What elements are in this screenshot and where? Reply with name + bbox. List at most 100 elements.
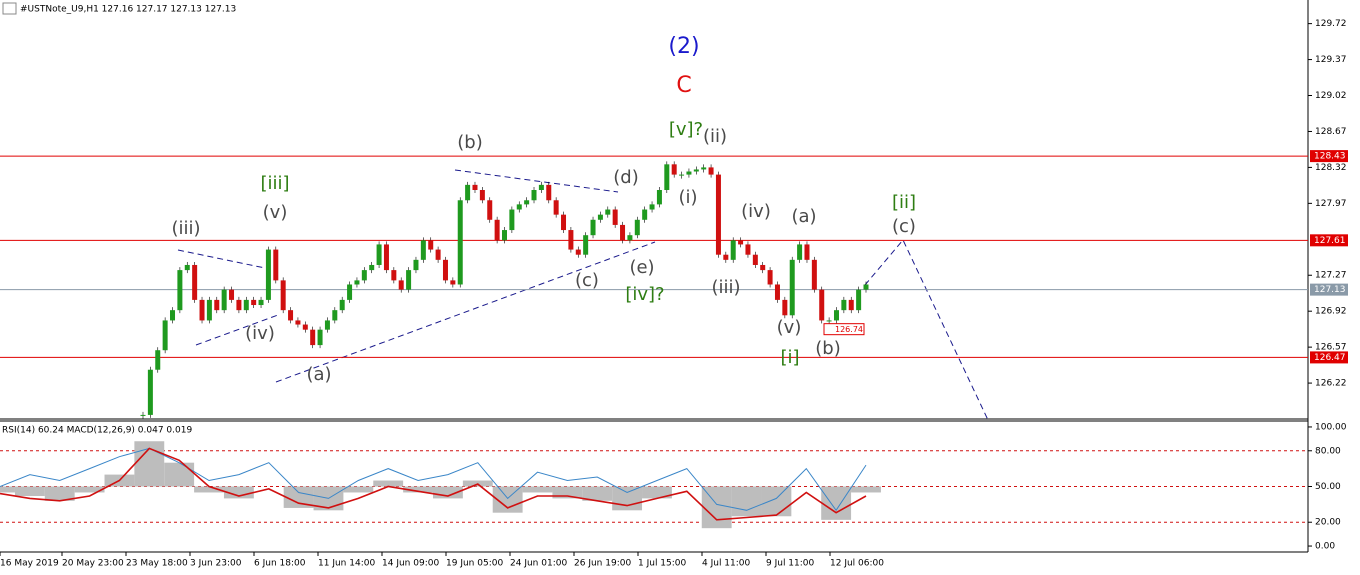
- x-tick-label: 9 Jul 11:00: [766, 559, 815, 569]
- candle: [391, 270, 397, 281]
- indicator-line: [0, 447, 867, 521]
- candle: [184, 264, 190, 271]
- histogram-bar: [194, 486, 224, 493]
- candle: [162, 320, 168, 351]
- candle: [686, 171, 692, 175]
- candle: [339, 299, 345, 311]
- histogram-bar: [821, 486, 852, 520]
- candle: [221, 289, 227, 311]
- candle: [288, 310, 294, 321]
- current-price-tag: [1310, 283, 1348, 296]
- y-tick-label: 127.97: [1315, 199, 1347, 209]
- candle: [620, 224, 626, 241]
- candle: [398, 280, 404, 290]
- level-tag: [1310, 351, 1348, 364]
- candle: [524, 200, 530, 205]
- x-tick-label: 12 Jul 06:00: [830, 559, 884, 569]
- wave-label: [i]: [780, 347, 799, 368]
- level-tag: [1310, 234, 1348, 247]
- candle: [715, 174, 721, 255]
- candle: [236, 299, 242, 311]
- x-tick-label: 26 Jun 19:00: [574, 559, 631, 569]
- candle: [509, 209, 515, 231]
- candle: [649, 204, 655, 210]
- wave-label: (b): [457, 132, 482, 153]
- y-tick-label: 127.27: [1315, 271, 1347, 281]
- candle: [251, 299, 257, 306]
- y-tick-label: 129.72: [1315, 19, 1347, 29]
- wave-label: [iv]?: [625, 284, 664, 305]
- histogram-bar: [582, 486, 613, 501]
- candle: [605, 209, 611, 215]
- wave-label: (i): [678, 187, 697, 208]
- wave-label: (2): [668, 34, 699, 59]
- candle: [332, 310, 338, 321]
- candle: [797, 244, 803, 260]
- x-tick-label: 24 Jun 01:00: [510, 559, 567, 569]
- y-tick-label: 20.00: [1315, 518, 1341, 528]
- x-tick-label: 6 Jun 18:00: [254, 559, 306, 569]
- histogram-bar: [731, 486, 762, 517]
- candle: [494, 219, 500, 241]
- candle: [730, 240, 736, 260]
- wave-label: (e): [629, 257, 654, 278]
- candle: [487, 200, 493, 220]
- candle: [664, 164, 670, 190]
- trendline: [454, 169, 619, 193]
- candle: [273, 249, 279, 281]
- candle: [561, 214, 567, 231]
- candle: [442, 259, 448, 281]
- header: #USTNote_U9,H1 127.16 127.17 127.13 127.…: [20, 5, 236, 15]
- histogram-bar: [14, 486, 45, 497]
- candle: [192, 264, 198, 300]
- x-tick-label: 4 Jul 11:00: [702, 559, 751, 569]
- x-tick-label: 3 Jun 23:00: [190, 559, 242, 569]
- symbol-icon: [2, 2, 17, 15]
- histogram-bar: [612, 486, 643, 511]
- candle: [634, 219, 640, 236]
- wave-label: C: [676, 73, 691, 98]
- histogram-bar: [164, 462, 195, 487]
- candle: [752, 254, 758, 265]
- candle: [738, 240, 744, 245]
- histogram-bar: [283, 486, 314, 508]
- candle: [789, 259, 795, 316]
- trendlines: [177, 169, 989, 421]
- candle: [479, 190, 485, 201]
- candle: [597, 214, 603, 220]
- wave-label: [ii]: [892, 192, 916, 213]
- candle: [841, 299, 847, 311]
- candle: [214, 299, 220, 311]
- candle: [538, 184, 544, 190]
- candle: [708, 167, 714, 175]
- candle: [170, 310, 176, 321]
- candle: [147, 369, 153, 415]
- y-tick-label: 100.00: [1315, 422, 1347, 432]
- candle: [302, 324, 308, 330]
- candle: [472, 184, 478, 190]
- candle: [590, 219, 596, 236]
- histogram-bar: [522, 486, 553, 493]
- candle: [804, 244, 810, 260]
- x-tick-label: 19 Jun 05:00: [446, 559, 503, 569]
- candle: [369, 264, 375, 271]
- candle: [568, 230, 574, 250]
- wave-label: (ii): [703, 126, 727, 147]
- candle: [406, 270, 412, 290]
- candle: [140, 414, 146, 416]
- wave-label: (v): [263, 202, 288, 223]
- wave-label: (c): [575, 270, 599, 291]
- wave-label: [v]?: [669, 119, 703, 140]
- candle: [546, 184, 552, 201]
- candle: [376, 244, 382, 265]
- histogram-bar: [223, 486, 254, 499]
- y-tick-label: 129.02: [1315, 91, 1347, 101]
- wave-label: (v): [777, 317, 802, 338]
- x-tick-label: 1 Jul 15:00: [638, 559, 687, 569]
- low-label: 126.74: [835, 325, 863, 334]
- y-tick-label: 0.00: [1315, 542, 1335, 552]
- candle: [435, 249, 441, 260]
- candle: [656, 190, 662, 205]
- wave-label: [iii]: [260, 173, 289, 194]
